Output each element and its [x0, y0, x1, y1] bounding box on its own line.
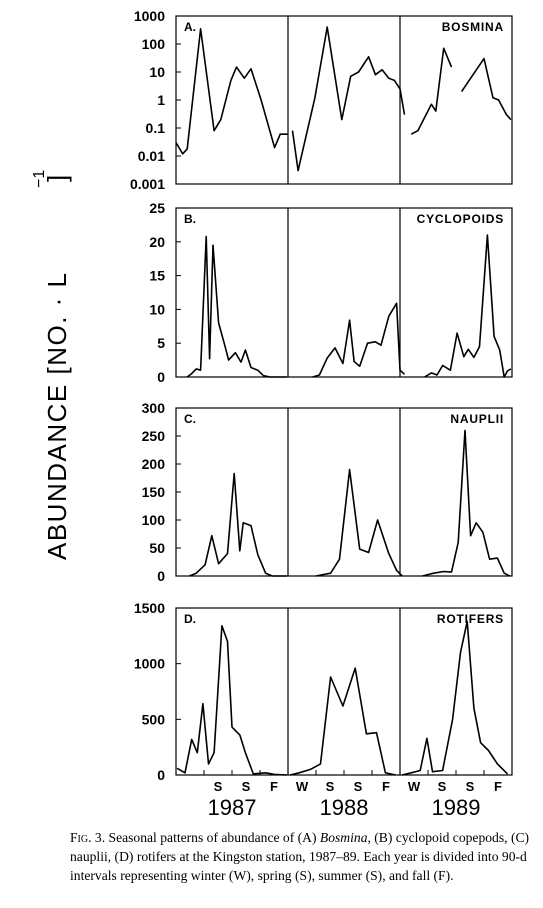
series-line — [189, 472, 287, 577]
panel-frame — [175, 607, 513, 776]
season-label: W — [408, 779, 421, 794]
panel-letter: D. — [184, 612, 196, 626]
panel-letter: A. — [184, 20, 196, 34]
series-line — [176, 624, 287, 776]
series-line — [291, 26, 406, 172]
figure-caption: Fig. 3. Seasonal patterns of abundance o… — [70, 828, 535, 885]
panel-2: 25 20 15 10 5 0 B. CYCLOPOIDS — [149, 200, 513, 385]
y-tick-label: 0 — [157, 369, 165, 385]
series-line — [290, 667, 396, 776]
season-label: S — [214, 779, 223, 794]
series-label: CYCLOPOIDS — [417, 212, 504, 226]
panel-3: 300 250 200 150 100 50 0 C. NAUPLII — [142, 400, 513, 584]
year-label: 1988 — [320, 795, 369, 820]
y-tick-label: 10 — [149, 64, 165, 80]
y-tick-label: 50 — [149, 540, 165, 556]
series-label: BOSMINA — [442, 20, 504, 34]
y-tick-label: 1 — [157, 92, 165, 108]
y-tick-label: 10 — [149, 301, 165, 317]
series-line — [410, 47, 453, 135]
y-tick-label: 100 — [142, 512, 166, 528]
x-axis: S S F 1987 W S S F 1988 W S S F 1989 — [203, 770, 502, 820]
season-label: F — [494, 779, 502, 794]
year-label: 1989 — [432, 795, 481, 820]
series-line — [186, 235, 287, 378]
series-line — [312, 302, 406, 378]
y-tick-label: 0.01 — [138, 148, 165, 164]
y-tick-label: 1500 — [134, 600, 165, 616]
y-tick-label: 250 — [142, 428, 166, 444]
y-tick-label: 100 — [142, 36, 166, 52]
caption-text-start: Seasonal patterns of abundance of (A) — [108, 830, 317, 845]
y-axis-title: ABUNDANCE [NO. · L −1 ] — [31, 170, 72, 560]
y-tick-label: 200 — [142, 456, 166, 472]
caption-text-rest: , (B) cyclopoid copepods, (C) nauplii, (… — [70, 830, 530, 883]
y-axis-label: ABUNDANCE [NO. · L — [42, 272, 72, 561]
series-line — [422, 429, 511, 577]
y-axis-exponent: −1 — [31, 170, 48, 188]
y-tick-label: 300 — [142, 400, 166, 416]
series-line — [315, 468, 403, 577]
y-tick-label: 1000 — [134, 8, 165, 24]
series-label: ROTIFERS — [437, 612, 504, 626]
panel-letter: B. — [184, 212, 196, 226]
year-label: 1987 — [208, 795, 257, 820]
series-line — [175, 27, 288, 155]
y-tick-label: 1000 — [134, 656, 165, 672]
y-tick-label: 15 — [149, 268, 165, 284]
series-line — [402, 620, 509, 776]
season-label: F — [270, 779, 278, 794]
y-tick-label: 25 — [149, 200, 165, 216]
season-label: F — [382, 779, 390, 794]
panel-4: 1500 1000 500 0 D. ROTIFERS — [134, 600, 513, 783]
y-axis-bracket: ] — [42, 175, 72, 182]
season-label: S — [354, 779, 363, 794]
y-tick-label: 0.1 — [146, 120, 166, 136]
y-tick-label: 500 — [142, 711, 166, 727]
season-label: S — [242, 779, 251, 794]
y-tick-label: 20 — [149, 234, 165, 250]
panel-1: 1000 100 10 1 0.1 0.01 0.001 A. BOSMINA — [130, 8, 513, 192]
season-label: S — [438, 779, 447, 794]
caption-italic-taxon: Bosmina — [319, 830, 368, 845]
series-label: NAUPLII — [450, 412, 504, 426]
y-tick-label: 150 — [142, 484, 166, 500]
season-label: S — [466, 779, 475, 794]
season-label: W — [296, 779, 309, 794]
y-tick-label: 0 — [157, 568, 165, 584]
y-tick-label: 0.001 — [130, 176, 165, 192]
panel-letter: C. — [184, 412, 196, 426]
caption-fig-label: Fig. 3. — [70, 830, 106, 845]
season-label: S — [326, 779, 335, 794]
series-line — [460, 57, 512, 121]
panel-frame — [175, 207, 513, 378]
series-line — [424, 234, 512, 378]
y-tick-label: 5 — [157, 335, 165, 351]
y-tick-label: 0 — [157, 767, 165, 783]
